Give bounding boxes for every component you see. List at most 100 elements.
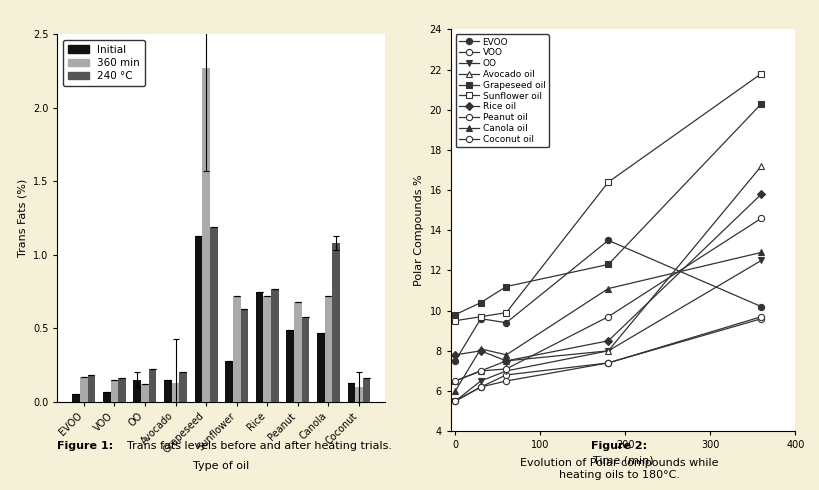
OO xyxy=(500,368,510,374)
Rice oil xyxy=(756,191,766,197)
Line: Sunflower oil: Sunflower oil xyxy=(451,71,763,324)
Bar xyxy=(202,68,210,402)
Bar xyxy=(171,383,179,402)
Line: Coconut oil: Coconut oil xyxy=(451,314,763,404)
Text: Trans fats levels before and after heating trials.: Trans fats levels before and after heati… xyxy=(127,441,391,451)
Y-axis label: Polar Compounds %: Polar Compounds % xyxy=(414,174,423,286)
OO xyxy=(756,258,766,264)
Peanut oil xyxy=(756,215,766,221)
Y-axis label: Trans Fats (%): Trans Fats (%) xyxy=(17,179,27,257)
Line: Canola oil: Canola oil xyxy=(451,249,763,394)
Text: Figure 2:: Figure 2: xyxy=(590,441,646,451)
Avocado oil xyxy=(475,368,485,374)
Rice oil xyxy=(475,348,485,354)
Bar xyxy=(88,375,95,402)
Bar xyxy=(111,380,118,402)
Bar xyxy=(271,289,278,402)
Canola oil xyxy=(500,352,510,358)
Rice oil xyxy=(500,358,510,364)
Canola oil xyxy=(756,249,766,255)
Sunflower oil xyxy=(603,179,613,185)
Legend: Initial, 360 min, 240 °C: Initial, 360 min, 240 °C xyxy=(62,40,145,86)
Line: VOO: VOO xyxy=(451,316,763,404)
Bar xyxy=(317,333,324,402)
EVOO xyxy=(500,320,510,326)
Sunflower oil xyxy=(756,71,766,76)
Sunflower oil xyxy=(500,310,510,316)
Grapeseed oil xyxy=(603,262,613,268)
VOO xyxy=(450,398,459,404)
Avocado oil xyxy=(500,358,510,364)
OO xyxy=(475,378,485,384)
Bar xyxy=(286,330,294,402)
Bar xyxy=(194,236,202,402)
Coconut oil xyxy=(756,314,766,319)
OO xyxy=(603,348,613,354)
Bar xyxy=(133,380,141,402)
Bar xyxy=(141,384,148,402)
Canola oil xyxy=(603,286,613,292)
VOO xyxy=(756,316,766,321)
Bar xyxy=(164,380,171,402)
Bar xyxy=(263,296,271,402)
VOO xyxy=(603,360,613,366)
Sunflower oil xyxy=(450,318,459,324)
Avocado oil xyxy=(756,163,766,169)
Line: Grapeseed oil: Grapeseed oil xyxy=(451,100,763,318)
Coconut oil xyxy=(500,378,510,384)
Bar xyxy=(102,392,111,402)
Rice oil xyxy=(450,352,459,358)
Sunflower oil xyxy=(475,314,485,319)
Text: Evolution of Polar compounds while
heating oils to 180°C.: Evolution of Polar compounds while heati… xyxy=(519,458,717,480)
Peanut oil xyxy=(450,378,459,384)
X-axis label: Type of oil: Type of oil xyxy=(193,461,249,471)
Peanut oil xyxy=(500,366,510,372)
Avocado oil xyxy=(603,348,613,354)
Bar xyxy=(332,243,340,402)
VOO xyxy=(475,384,485,390)
Grapeseed oil xyxy=(500,284,510,290)
EVOO xyxy=(756,304,766,310)
Avocado oil xyxy=(450,378,459,384)
OO xyxy=(450,398,459,404)
Bar xyxy=(210,227,217,402)
Bar xyxy=(347,383,355,402)
Bar xyxy=(148,369,156,402)
Legend: EVOO, VOO, OO, Avocado oil, Grapeseed oil, Sunflower oil, Rice oil, Peanut oil, : EVOO, VOO, OO, Avocado oil, Grapeseed oi… xyxy=(455,34,549,147)
EVOO xyxy=(475,316,485,321)
Grapeseed oil xyxy=(475,300,485,306)
Coconut oil xyxy=(475,384,485,390)
Canola oil xyxy=(450,388,459,394)
Peanut oil xyxy=(603,314,613,319)
Bar xyxy=(118,378,125,402)
Peanut oil xyxy=(475,368,485,374)
Line: EVOO: EVOO xyxy=(451,237,763,364)
Grapeseed oil xyxy=(450,312,459,318)
Rice oil xyxy=(603,338,613,344)
EVOO xyxy=(603,238,613,244)
Line: Rice oil: Rice oil xyxy=(451,191,763,364)
Bar xyxy=(355,387,362,402)
Coconut oil xyxy=(450,398,459,404)
Line: Avocado oil: Avocado oil xyxy=(451,163,763,384)
Grapeseed oil xyxy=(756,101,766,107)
Bar xyxy=(294,302,301,402)
Line: OO: OO xyxy=(451,257,763,404)
Line: Peanut oil: Peanut oil xyxy=(451,215,763,384)
Bar xyxy=(324,296,332,402)
Bar xyxy=(233,296,240,402)
EVOO xyxy=(450,358,459,364)
Bar xyxy=(179,372,187,402)
Coconut oil xyxy=(603,360,613,366)
Bar xyxy=(362,378,370,402)
Bar xyxy=(301,317,309,402)
Canola oil xyxy=(475,346,485,352)
Bar xyxy=(240,309,248,402)
Bar xyxy=(80,377,88,402)
Bar xyxy=(225,361,233,402)
X-axis label: Time (min): Time (min) xyxy=(592,456,653,466)
Bar xyxy=(72,394,80,402)
Bar xyxy=(256,292,263,402)
VOO xyxy=(500,372,510,378)
Text: Figure 1:: Figure 1: xyxy=(57,441,113,451)
